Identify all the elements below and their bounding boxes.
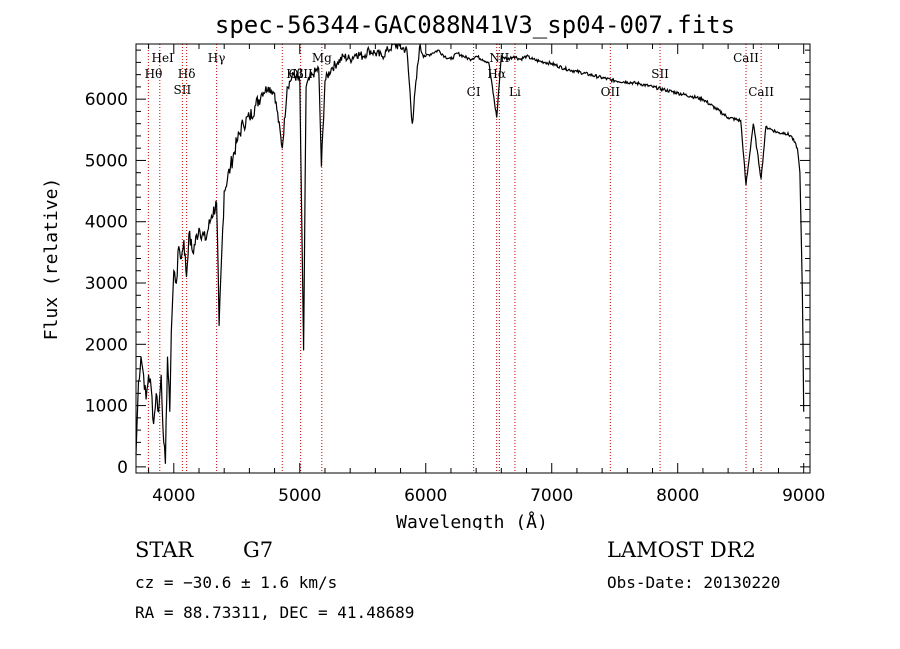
line-label: NII (489, 51, 509, 65)
spectral-lines (147, 44, 762, 473)
line-label: HeI (151, 51, 174, 65)
line-label: CaII (733, 51, 759, 65)
spectrum-line (135, 43, 805, 464)
y-tick-label: 2000 (85, 335, 128, 355)
survey-name: LAMOST DR2 (607, 538, 756, 562)
spectrum-chart: spec-56344-GAC088N41V3_sp04-007.fits Hθ H… (41, 11, 826, 530)
axis-tick-labels: 4000 5000 6000 7000 8000 9000 0 1000 2000 3000 400… (85, 90, 826, 506)
axis-ticks (136, 44, 810, 473)
chart-title: spec-56344-GAC088N41V3_sp04-007.fits (215, 11, 735, 39)
y-axis-label: Flux (relative) (41, 178, 62, 341)
line-label: SII (651, 67, 669, 81)
line-label: Li (509, 85, 521, 99)
object-class: STAR (135, 538, 194, 562)
redshift-readout: cz = −30.6 ± 1.6 km/s (135, 573, 338, 592)
line-label: OII (601, 85, 621, 99)
x-tick-label: 4000 (152, 486, 195, 506)
line-label: SII (174, 83, 192, 97)
line-label: CaII (748, 85, 774, 99)
coordinates-readout: RA = 88.73311, DEC = 41.48689 (135, 603, 415, 622)
object-subclass: G7 (243, 538, 274, 562)
y-tick-label: 6000 (85, 90, 128, 110)
x-axis-label: Wavelength (Å) (396, 511, 548, 530)
x-tick-label: 9000 (782, 486, 825, 506)
x-tick-label: 8000 (656, 486, 699, 506)
observation-date: Obs-Date: 20130220 (607, 573, 781, 592)
line-label: Hγ (208, 51, 226, 65)
x-tick-label: 5000 (278, 486, 321, 506)
y-tick-label: 5000 (85, 151, 128, 171)
line-label: Hθ (145, 67, 163, 81)
line-label: Mg (312, 51, 332, 65)
line-label: Hα (487, 67, 506, 81)
y-tick-label: 4000 (85, 213, 128, 233)
y-tick-label: 0 (117, 458, 128, 478)
line-label: CI (467, 85, 481, 99)
plot-frame (135, 43, 811, 474)
y-tick-label: 3000 (85, 274, 128, 294)
x-tick-label: 6000 (404, 486, 447, 506)
x-tick-label: 7000 (530, 486, 573, 506)
y-tick-label: 1000 (85, 397, 128, 417)
line-label: Hδ (178, 67, 196, 81)
